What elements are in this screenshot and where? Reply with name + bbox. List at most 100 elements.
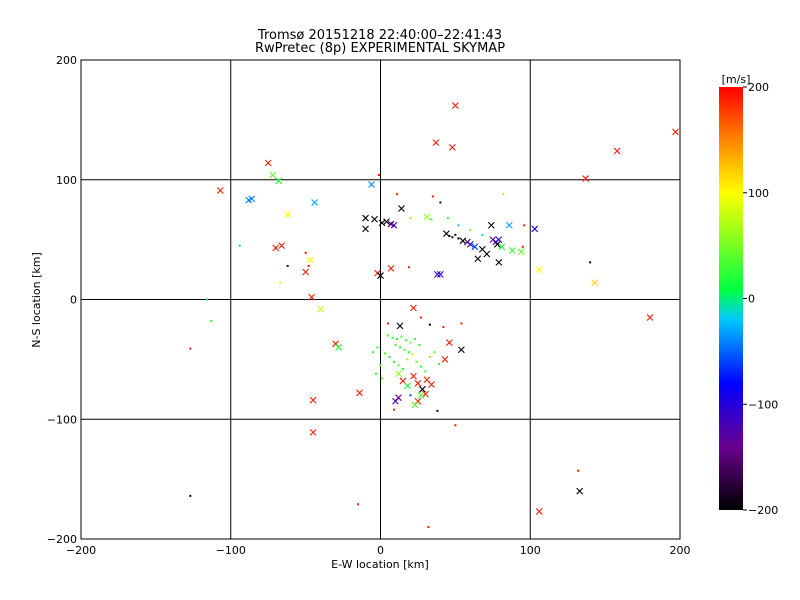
data-point-dot — [407, 266, 410, 269]
data-point-dot — [407, 351, 410, 354]
data-point-x — [309, 429, 317, 436]
data-point-x — [471, 243, 479, 251]
data-point-x — [275, 177, 283, 185]
data-point-x — [309, 396, 317, 404]
data-point-x — [417, 391, 425, 399]
data-point-x — [535, 508, 543, 515]
data-point-x — [493, 241, 501, 248]
data-point-dot — [436, 409, 439, 412]
y-tick-label: 100 — [56, 174, 77, 187]
data-point-x — [272, 244, 280, 252]
colorbar-tick-label: 0 — [748, 293, 755, 306]
data-point-dot — [388, 355, 391, 358]
data-point-x — [432, 139, 440, 147]
data-point-dot — [430, 218, 433, 221]
data-point-dot — [406, 358, 409, 361]
data-point-x — [466, 241, 474, 248]
grid-lines — [81, 60, 680, 539]
data-point-dot — [439, 201, 442, 204]
data-point-x — [278, 242, 286, 250]
data-point-dot — [448, 235, 451, 238]
data-point-dot — [404, 339, 407, 342]
data-point-x — [284, 211, 292, 218]
data-point-x — [672, 128, 679, 136]
colorbar-ticks: 200 100 0 −100 −200 — [743, 81, 778, 517]
data-point-x — [392, 397, 399, 405]
data-point-dot — [446, 217, 449, 220]
data-point-dot — [437, 363, 440, 366]
data-point-x — [396, 322, 404, 330]
x-tick-label: −100 — [216, 544, 246, 557]
data-point-dot — [577, 469, 580, 472]
data-point-dot — [392, 408, 395, 411]
data-point-x — [311, 199, 318, 206]
data-point-x — [378, 219, 386, 227]
data-point-dot — [394, 344, 397, 347]
colorbar-tick-label: −200 — [748, 504, 778, 517]
data-point-x — [451, 102, 459, 109]
data-point-x — [437, 270, 444, 278]
data-point-x — [398, 205, 405, 212]
data-point-x — [423, 213, 431, 221]
y-tick-label: −100 — [47, 413, 77, 426]
y-tick-label: −200 — [47, 533, 77, 546]
y-axis-ticks: −200 −100 0 100 200 — [47, 54, 77, 546]
y-axis-label: N-S location [km] — [30, 252, 43, 348]
data-point-x — [414, 379, 422, 387]
data-point-x — [269, 171, 277, 179]
data-point-x — [302, 268, 310, 276]
data-point-dot — [457, 237, 460, 240]
data-point-dot — [419, 365, 422, 368]
data-point-x — [216, 187, 224, 194]
data-point-dot — [378, 173, 381, 176]
x-axis-ticks: −200 −100 0 100 200 — [66, 544, 691, 557]
data-point-dot — [279, 281, 282, 284]
data-point-x — [362, 214, 369, 222]
data-point-dot — [427, 526, 430, 529]
x-tick-label: −200 — [66, 544, 96, 557]
data-point-x — [387, 264, 395, 272]
x-axis-label: E-W location [km] — [331, 558, 429, 571]
data-point-dot — [523, 224, 526, 227]
colorbar-label: [m/s] — [722, 73, 751, 86]
data-point-dot — [397, 364, 400, 367]
data-point-x — [531, 225, 539, 233]
data-point-x — [576, 487, 584, 495]
data-point-x — [483, 250, 491, 258]
data-point-x — [371, 215, 378, 223]
y-tick-label: 200 — [56, 54, 77, 67]
data-point-x — [495, 258, 503, 266]
data-point-x — [434, 270, 441, 278]
data-point-dot — [442, 326, 445, 329]
chart-title: Tromsø 20151218 22:40:00–22:41:43 — [257, 28, 502, 43]
colorbar-tick-label: −100 — [748, 398, 778, 411]
data-point-x — [377, 272, 384, 279]
data-point-dot — [357, 503, 360, 506]
data-point-dot — [431, 195, 434, 198]
data-point-dot — [189, 494, 192, 497]
data-point-x — [264, 159, 272, 167]
data-point-x — [368, 181, 375, 188]
data-point-x — [474, 255, 482, 263]
data-point-dot — [403, 348, 406, 351]
data-point-x — [395, 370, 402, 378]
data-point-x — [308, 293, 316, 301]
data-point-x — [410, 304, 417, 312]
data-point-dot — [304, 251, 307, 254]
data-point-x — [535, 266, 543, 273]
data-point-x — [356, 389, 363, 397]
data-point-x — [445, 339, 453, 346]
data-point-x — [404, 382, 411, 390]
data-point-dot — [238, 244, 241, 247]
data-point-x — [383, 218, 390, 226]
data-point-dot — [386, 322, 389, 325]
data-points — [189, 102, 679, 529]
data-point-dot — [391, 336, 394, 339]
data-point-x — [508, 247, 516, 254]
data-point-dot — [409, 217, 412, 220]
data-point-dot — [457, 224, 460, 227]
data-point-x — [317, 305, 324, 313]
colorbar — [719, 87, 743, 510]
data-point-x — [428, 381, 435, 388]
